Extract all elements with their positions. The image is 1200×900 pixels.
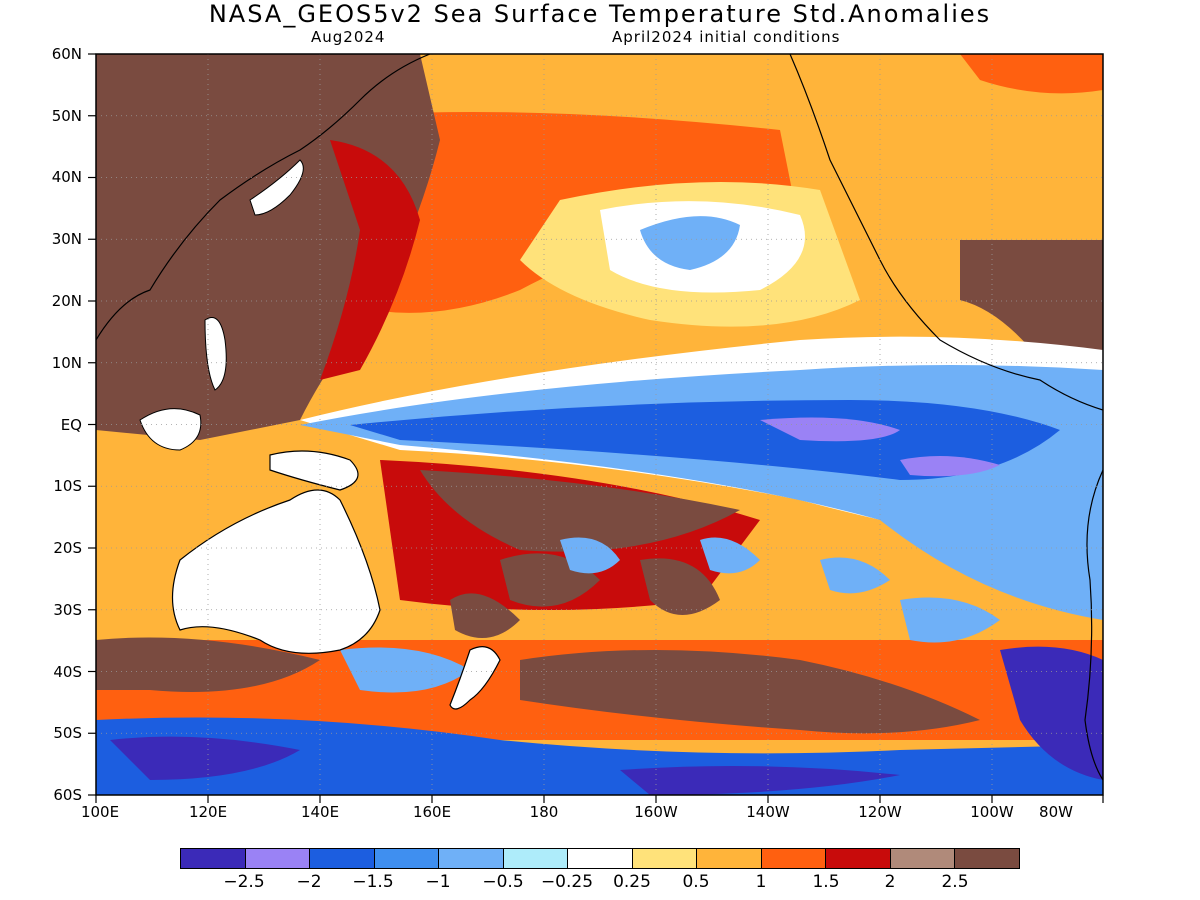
south-pacific-brown: [420, 470, 740, 552]
south-pacific-cool-patches: [560, 537, 890, 594]
legend-swatch: [245, 849, 311, 868]
lat-label: 60S: [53, 786, 82, 804]
equatorial-cold-core: [350, 400, 1060, 480]
legend-swatch: [568, 849, 633, 868]
initial-conditions: April2024 initial conditions: [612, 28, 841, 46]
legend-swatch: [181, 849, 246, 868]
lat-label: 10S: [53, 477, 82, 495]
legend-label: 1.5: [812, 872, 840, 892]
japan: [249, 159, 304, 216]
lat-label: 40S: [53, 663, 82, 681]
map-title: NASA_GEOS5v2 Sea Surface Temperature Std…: [208, 0, 992, 28]
asia-coast: [96, 54, 431, 341]
legend-swatch: [826, 849, 891, 868]
legend-swatch: [632, 849, 698, 868]
legend-label: 0.25: [613, 872, 651, 892]
new-guinea: [269, 450, 359, 491]
lon-label: 120W: [858, 803, 902, 821]
kuroshio-red: [320, 140, 420, 380]
lat-label: 60N: [51, 45, 82, 63]
color-legend: [180, 848, 1020, 869]
lon-label: 160E: [412, 803, 452, 821]
lat-label: 30S: [53, 601, 82, 619]
philippines: [204, 317, 227, 391]
new-zealand: [449, 646, 501, 710]
lat-label: 10N: [51, 354, 82, 372]
lon-label: 100W: [970, 803, 1014, 821]
lat-label: 20S: [53, 539, 82, 557]
legend-swatch: [890, 849, 956, 868]
legend-label: 2.5: [941, 872, 969, 892]
north-america-coast: [789, 54, 1103, 411]
lon-label: 120E: [188, 803, 228, 821]
legend-swatch: [439, 849, 504, 868]
legend-swatch: [374, 849, 440, 868]
gulf-warm: [960, 54, 1103, 94]
north-pacific-cool: [640, 216, 740, 270]
legend-label: −1: [425, 872, 451, 892]
legend-label: 2: [884, 872, 896, 892]
lon-label: 100E: [80, 803, 120, 821]
southern-ocean-brown: [520, 650, 980, 734]
lon-label: 140E: [300, 803, 340, 821]
southern-ocean-deep-cold: [110, 646, 1103, 795]
east-pacific-brown: [960, 240, 1103, 360]
equatorial-violet-east: [900, 456, 1000, 477]
borneo: [139, 408, 202, 451]
legend-label: −0.5: [482, 872, 524, 892]
lat-label: 50S: [53, 724, 82, 742]
lat-label: 30N: [51, 230, 82, 248]
legend-label: −0.25: [540, 872, 594, 892]
legend-swatch: [503, 849, 569, 868]
australia: [171, 489, 381, 654]
legend-label: −1.5: [352, 872, 394, 892]
lat-label: 40N: [51, 168, 82, 186]
lon-label: 80W: [1039, 803, 1073, 821]
legend-label: −2.5: [223, 872, 265, 892]
lon-label: 160W: [634, 803, 678, 821]
legend-label: 0.5: [682, 872, 710, 892]
legend-swatch: [955, 849, 1019, 868]
legend-swatch: [761, 849, 827, 868]
graticule: [96, 54, 1103, 795]
lon-label: 140W: [746, 803, 790, 821]
south-pacific-blobs: [450, 553, 720, 638]
legend-label: −2: [296, 872, 322, 892]
lat-label: EQ: [60, 416, 82, 434]
legend-swatch: [697, 849, 762, 868]
lat-label: 50N: [51, 107, 82, 125]
forecast-month: Aug2024: [311, 28, 386, 46]
legend-label: 1: [755, 872, 767, 892]
equatorial-violet: [760, 417, 900, 442]
southern-ocean-cool: [340, 597, 1000, 693]
lat-label: 20N: [51, 292, 82, 310]
south-america-coast: [1084, 469, 1103, 781]
ticks: [88, 53, 1104, 803]
lon-label: 180: [529, 803, 559, 821]
legend-swatch: [310, 849, 375, 868]
